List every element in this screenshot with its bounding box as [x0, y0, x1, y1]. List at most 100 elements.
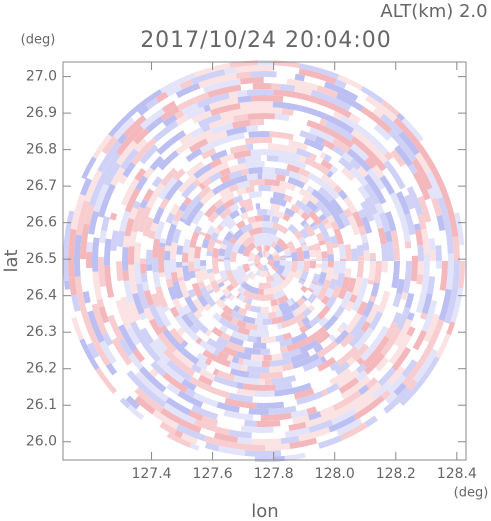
echo-cell — [275, 310, 283, 318]
echo-cell — [224, 320, 240, 333]
echo-cell — [229, 287, 240, 298]
echo-cell — [254, 269, 262, 277]
echo-cell — [385, 391, 398, 404]
echo-cell — [252, 414, 261, 421]
echo-cell — [175, 194, 186, 207]
echo-cell — [368, 408, 397, 432]
echo-cell — [308, 249, 316, 256]
echo-cell — [202, 349, 218, 362]
echo-cell — [213, 198, 224, 209]
echo-cell — [293, 230, 304, 241]
echo-cell — [80, 223, 90, 260]
echo-cell — [377, 290, 391, 314]
echo-cell — [180, 203, 195, 220]
echo-cell — [308, 315, 322, 328]
echo-cell — [110, 181, 124, 200]
echo-cell — [107, 314, 124, 342]
echo-cell — [346, 148, 358, 159]
echo-cell — [161, 100, 177, 113]
echo-cell — [269, 131, 288, 140]
echo-cell — [256, 119, 265, 126]
echo-cell — [355, 363, 367, 374]
echo-cell — [240, 281, 259, 295]
echo-cell — [84, 302, 93, 313]
echo-cell — [280, 435, 300, 445]
echo-cell — [135, 319, 146, 331]
echo-cell — [259, 270, 269, 277]
echo-cell — [232, 121, 239, 129]
echo-cell — [248, 131, 270, 138]
echo-cell — [296, 297, 306, 307]
echo-cell — [391, 261, 400, 289]
echo-cell — [215, 278, 223, 285]
echo-cell — [254, 215, 264, 222]
echo-cell — [112, 288, 122, 302]
echo-cell — [190, 363, 202, 374]
echo-cell — [159, 237, 167, 244]
echo-cell — [318, 213, 327, 222]
echo-cell — [282, 311, 295, 322]
echo-cell — [179, 172, 190, 184]
echo-cell — [384, 211, 397, 232]
echo-cell — [246, 173, 258, 181]
echo-cell — [358, 277, 369, 296]
echo-cell — [343, 309, 357, 326]
echo-cell — [160, 105, 180, 122]
echo-cell — [212, 257, 219, 266]
echo-cell — [142, 188, 155, 202]
echo-cell — [165, 278, 174, 288]
echo-cell — [199, 190, 216, 205]
echo-cell — [279, 254, 286, 258]
echo-cell — [110, 230, 119, 252]
echo-cell — [157, 164, 173, 180]
echo-cell — [271, 234, 280, 243]
echo-cell — [223, 67, 237, 76]
echo-cell — [131, 137, 157, 166]
altitude-label: ALT(km) 2.0 — [380, 1, 487, 22]
echo-cell — [252, 396, 269, 404]
echo-cell — [216, 420, 242, 432]
echo-cell — [360, 200, 375, 222]
echo-cell — [350, 128, 370, 146]
echo-cell — [299, 325, 308, 334]
echo-cell — [217, 234, 225, 242]
echo-cell — [228, 183, 239, 193]
echo-cell — [447, 253, 454, 261]
echo-cell — [332, 145, 346, 157]
echo-cell — [218, 261, 225, 265]
echo-cell — [204, 442, 220, 452]
echo-cell — [109, 212, 118, 221]
echo-cell — [206, 268, 214, 274]
echo-cell — [237, 293, 246, 302]
echo-cell — [116, 386, 130, 400]
echo-cell — [256, 420, 281, 427]
echo-cell — [140, 107, 166, 130]
echo-cell — [246, 125, 259, 133]
echo-cell — [272, 261, 280, 269]
echo-cell — [248, 261, 255, 263]
echo-cell — [154, 133, 171, 149]
echo-cell — [196, 352, 208, 363]
echo-cell — [381, 261, 388, 273]
echo-cell — [392, 312, 403, 325]
echo-cell — [229, 144, 248, 154]
echo-cell — [344, 244, 351, 249]
echo-cell — [204, 384, 230, 399]
echo-cell — [405, 261, 413, 272]
echo-cell — [88, 172, 108, 207]
echo-cell — [409, 234, 418, 256]
echo-cell — [237, 119, 251, 128]
echo-cell — [279, 338, 293, 348]
echo-cell — [99, 230, 107, 244]
echo-cell — [277, 296, 286, 305]
echo-cell — [68, 306, 77, 319]
echo-cell — [446, 207, 459, 238]
echo-cell — [394, 144, 413, 167]
echo-cell — [188, 270, 196, 279]
echo-cell — [127, 361, 140, 376]
echo-cell — [260, 306, 264, 313]
echo-cell — [219, 225, 231, 238]
echo-cell — [254, 258, 261, 264]
echo-cell — [219, 204, 227, 212]
echo-cell — [141, 155, 157, 172]
